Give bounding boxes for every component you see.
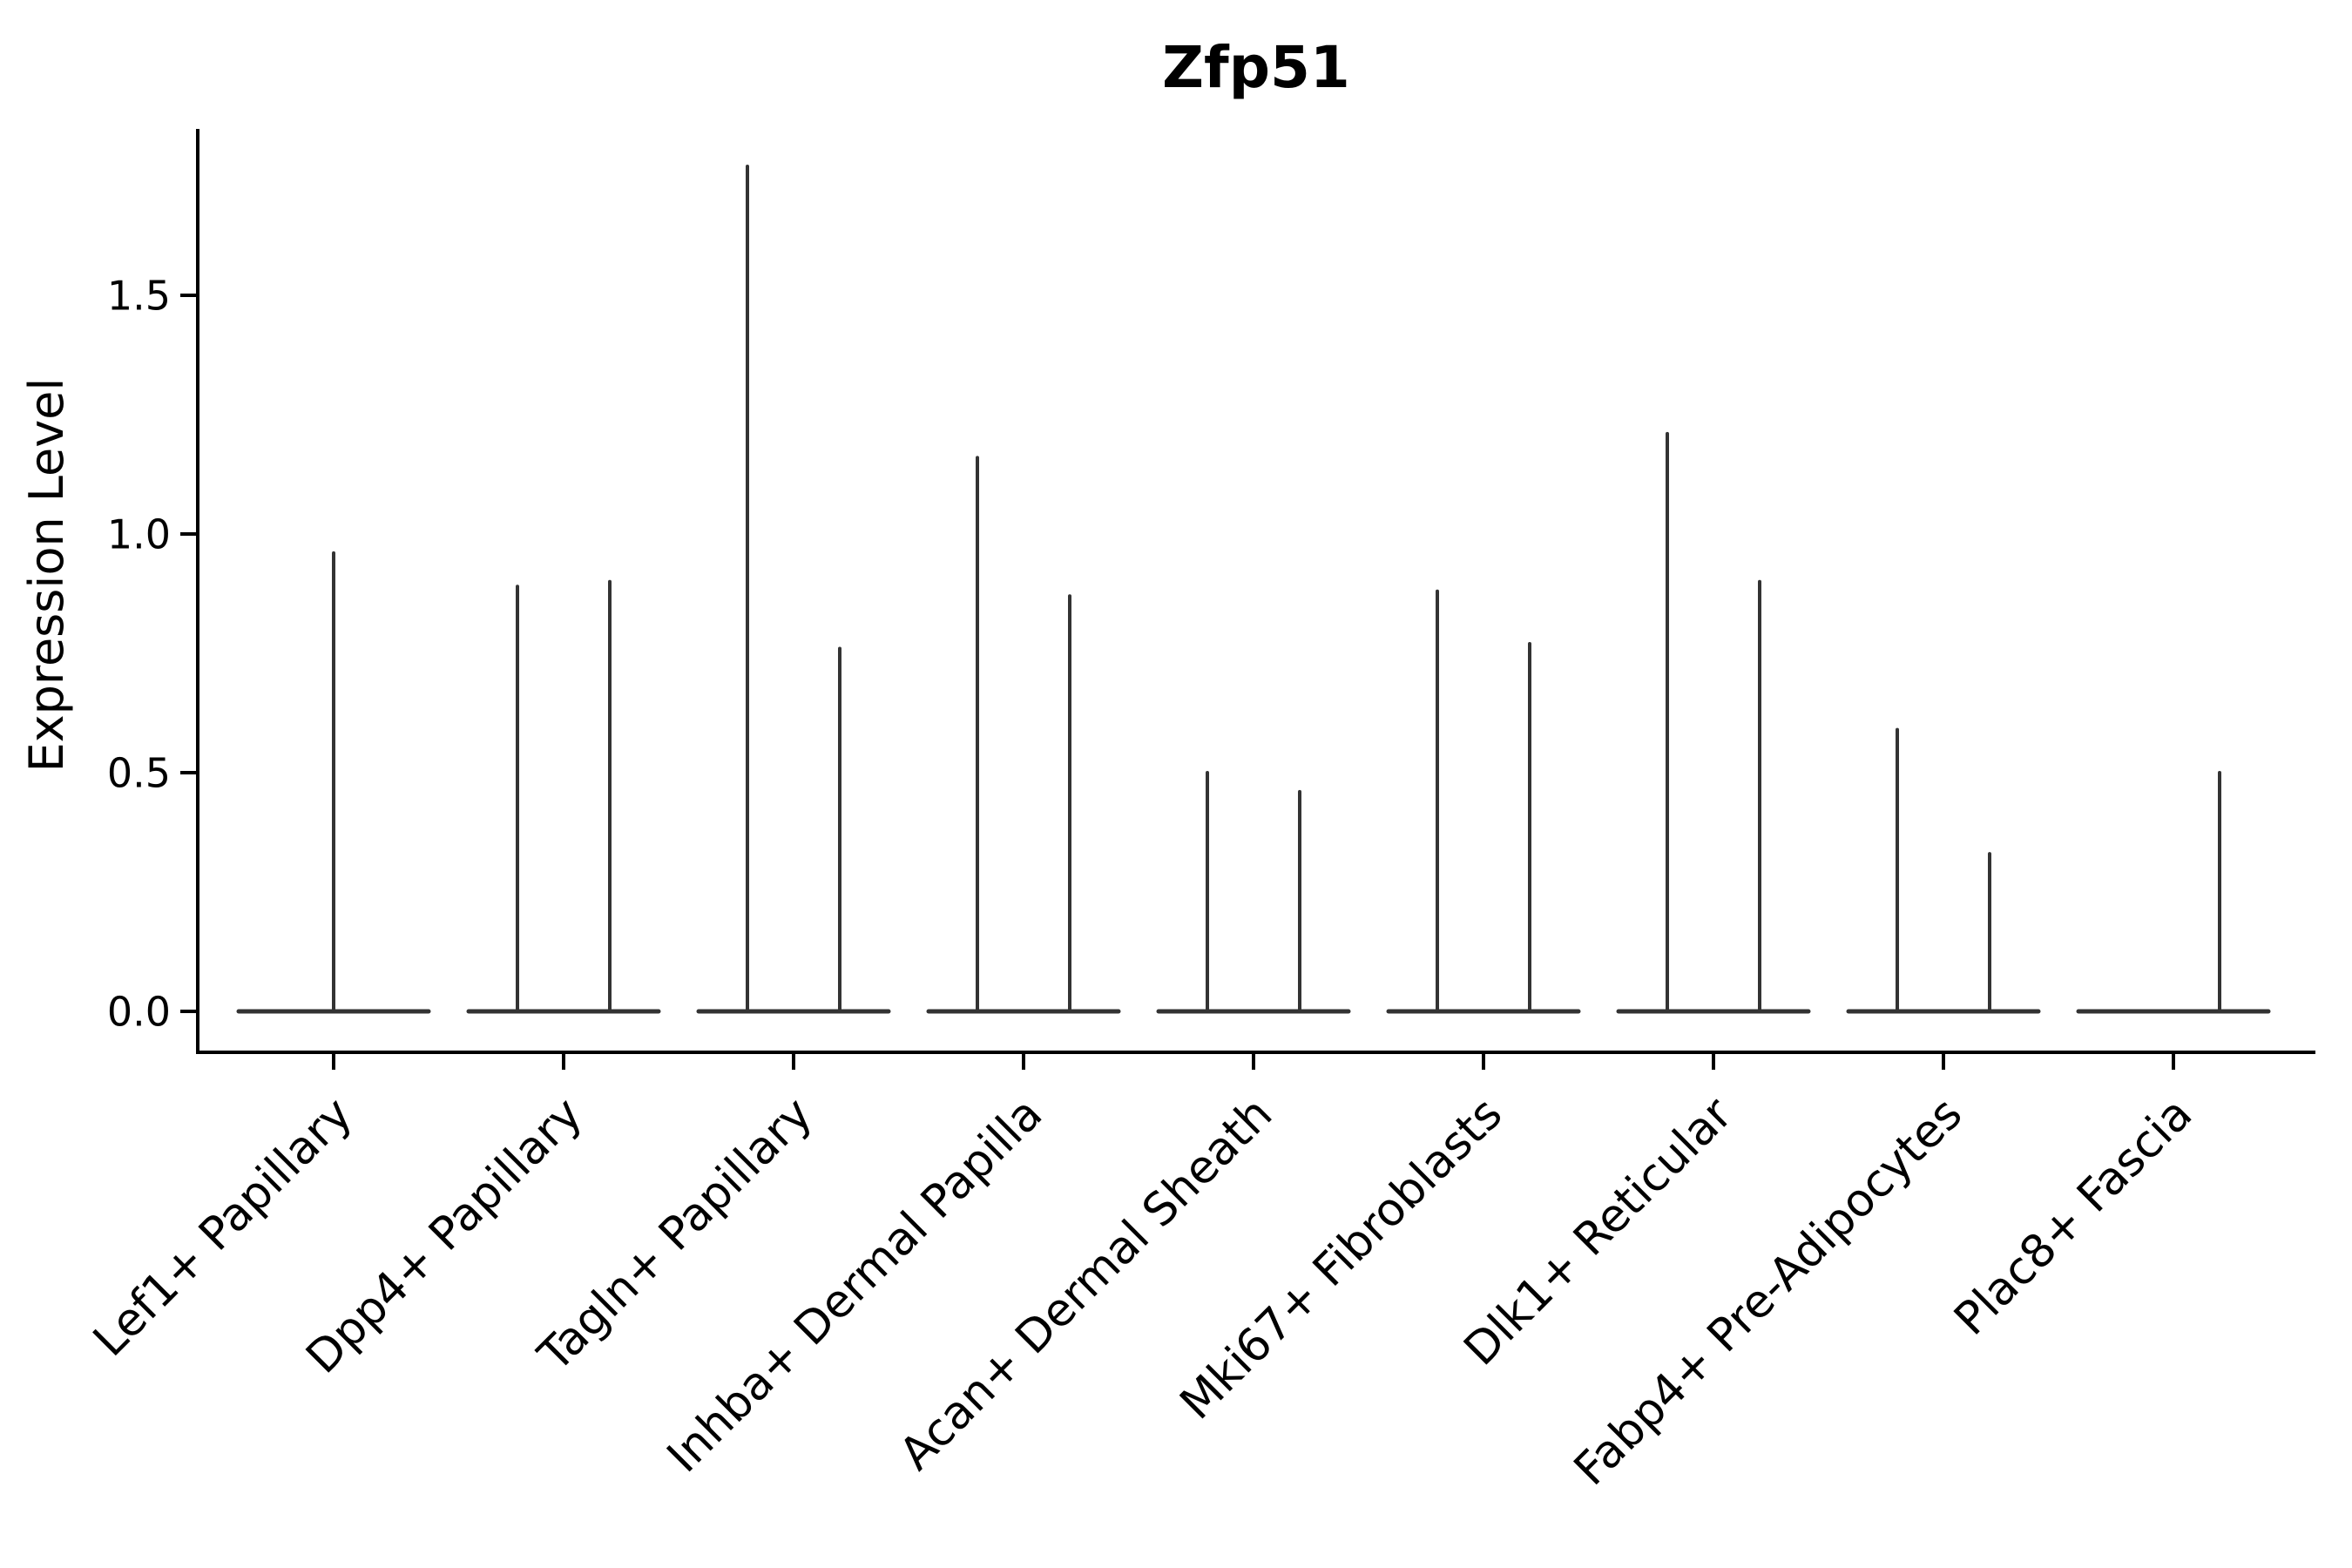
x-tick-label: Acan+ Dermal Sheath bbox=[890, 1088, 1283, 1481]
violin-category bbox=[926, 456, 1121, 1014]
y-tick-label: 1.0 bbox=[107, 511, 171, 558]
violin-category bbox=[1846, 727, 2041, 1014]
chart-title: Zfp51 bbox=[1162, 34, 1350, 101]
violin-category bbox=[1386, 589, 1581, 1014]
y-axis-label: Expression Level bbox=[19, 378, 74, 773]
violin-category bbox=[2076, 771, 2271, 1014]
y-axis-ticks: 0.0 0.5 1.0 1.5 bbox=[107, 273, 198, 1036]
y-tick-label: 0.5 bbox=[107, 750, 171, 797]
violins-group bbox=[236, 165, 2271, 1014]
x-tick-label: Fabp4+ Pre-Adipocytes bbox=[1565, 1088, 1972, 1496]
violin-category bbox=[1156, 771, 1351, 1014]
axes bbox=[196, 129, 2315, 1054]
violin-category bbox=[696, 165, 891, 1014]
violin-category bbox=[466, 579, 661, 1014]
y-tick-label: 0.0 bbox=[107, 989, 171, 1036]
x-tick-label: Plac8+ Fascia bbox=[1944, 1088, 2202, 1346]
violin-category bbox=[1616, 431, 1811, 1014]
violin-category bbox=[236, 551, 431, 1014]
x-tick-label: Inhba+ Dermal Papilla bbox=[658, 1088, 1052, 1483]
y-tick-label: 1.5 bbox=[107, 273, 171, 320]
